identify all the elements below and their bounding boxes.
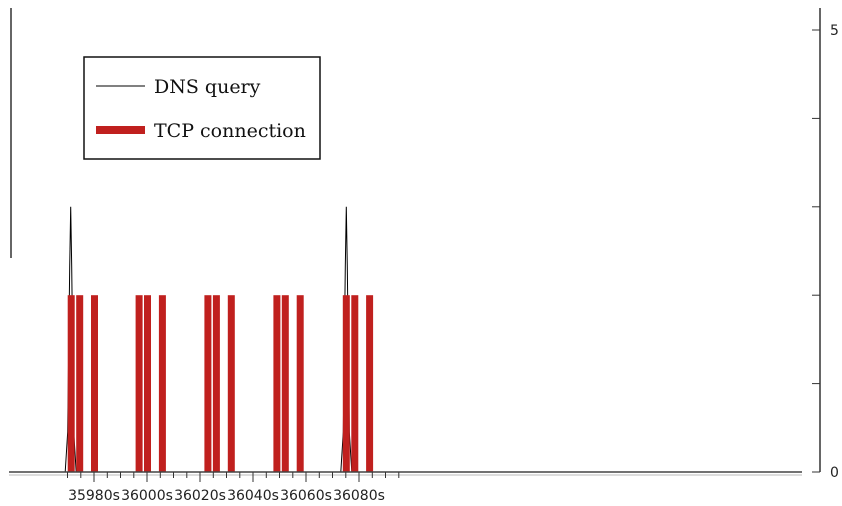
- x-tick-label: 36020s: [174, 488, 226, 504]
- y-tick-label: 0: [830, 465, 839, 481]
- tcp-bar: [76, 295, 84, 472]
- legend-box: [83, 56, 321, 160]
- tcp-bar: [204, 295, 212, 472]
- y-tick-label: 5: [830, 23, 839, 39]
- x-tick-label: 35980s: [68, 488, 120, 504]
- tcp-bar: [366, 295, 374, 472]
- tcp-bar: [281, 295, 289, 472]
- tcp-bar: [144, 295, 151, 472]
- legend: DNS query TCP connection: [83, 56, 321, 160]
- legend-tcp-label: TCP connection: [154, 120, 306, 142]
- tcp-series-layer: [67, 295, 374, 472]
- tcp-bar: [67, 295, 75, 472]
- tcp-bar: [273, 295, 281, 472]
- legend-dns-label: DNS query: [154, 76, 261, 98]
- tcp-bar: [296, 295, 304, 472]
- axes-layer: 35980s 36000s 36020s 36040s 36060s 36080s 0 5: [9, 8, 839, 504]
- tcp-bar: [91, 295, 98, 472]
- x-tick-label: 36000s: [121, 488, 173, 504]
- tcp-bar: [351, 295, 359, 472]
- x-tick-label: 36040s: [227, 488, 279, 504]
- x-tick-label: 36060s: [280, 488, 332, 504]
- tcp-bar: [227, 295, 235, 472]
- tcp-bar: [135, 295, 143, 472]
- x-tick-label: 36080s: [333, 488, 385, 504]
- tcp-bar: [158, 295, 166, 472]
- tcp-bar: [342, 295, 350, 472]
- tcp-bar: [212, 295, 220, 472]
